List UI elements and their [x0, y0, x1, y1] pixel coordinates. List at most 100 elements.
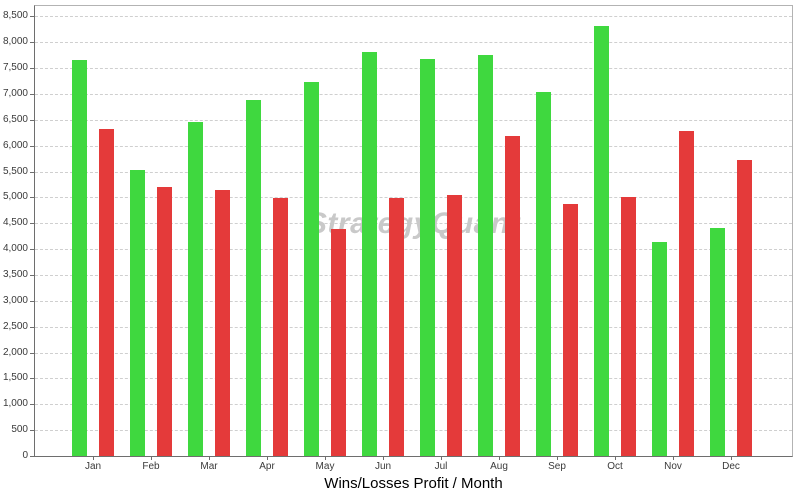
x-tick-mark-dec — [731, 457, 732, 460]
bar-wins-jan — [72, 59, 87, 456]
gridline-6000 — [35, 145, 792, 147]
y-tick-mark-7000 — [30, 93, 34, 95]
y-axis: 0 500 1,000 1,500 2,000 2,500 3,000 3,500 4,000 4… — [0, 6, 34, 461]
gridline-5500 — [35, 171, 792, 173]
bar-losses-mar — [215, 190, 230, 456]
gridline-4500 — [35, 223, 792, 225]
x-tick-label-jun: Jun — [374, 461, 392, 472]
y-tick-mark-6000 — [30, 145, 34, 147]
y-tick-label-8500: 8,500 — [2, 10, 28, 22]
bar-losses-oct — [621, 197, 636, 456]
y-tick-label-5500: 5,500 — [2, 165, 28, 177]
bar-wins-mar — [188, 122, 203, 456]
gridline-8000 — [35, 42, 792, 44]
y-tick-label-6000: 6,000 — [2, 139, 28, 151]
gridline-6500 — [35, 119, 792, 121]
bar-wins-aug — [478, 55, 493, 456]
x-tick-mark-jul — [441, 457, 442, 460]
x-tick-mark-apr — [267, 457, 268, 460]
bar-losses-jun — [389, 197, 404, 456]
y-tick-label-500: 500 — [11, 424, 28, 436]
gridline-500 — [35, 430, 792, 432]
x-tick-label-apr: Apr — [259, 461, 275, 472]
gridline-2000 — [35, 352, 792, 354]
x-axis: Jan Feb Mar Apr May Jun Jul Aug Sep Oct Nov Dec — [35, 457, 792, 477]
bar-wins-jul — [420, 59, 435, 456]
bar-wins-sep — [536, 91, 551, 456]
bar-wins-apr — [246, 100, 261, 456]
x-tick-mark-oct — [615, 457, 616, 460]
y-tick-label-2000: 2,000 — [2, 346, 28, 358]
bar-losses-sep — [563, 204, 578, 456]
gridline-1500 — [35, 378, 792, 380]
bar-losses-may — [331, 228, 346, 456]
x-tick-label-oct: Oct — [607, 461, 623, 472]
y-tick-mark-8000 — [30, 42, 34, 44]
x-tick-label-dec: Dec — [722, 461, 740, 472]
x-tick-label-sep: Sep — [548, 461, 566, 472]
x-axis-title: Wins/Losses Profit / Month — [324, 475, 503, 492]
x-tick-mark-jun — [383, 457, 384, 460]
gridline-3000 — [35, 300, 792, 302]
y-tick-label-2500: 2,500 — [2, 320, 28, 332]
x-tick-mark-nov — [673, 457, 674, 460]
y-tick-label-4500: 4,500 — [2, 217, 28, 229]
y-tick-mark-1500 — [30, 378, 34, 380]
y-tick-mark-7500 — [30, 68, 34, 70]
x-tick-label-aug: Aug — [490, 461, 508, 472]
x-tick-mark-aug — [499, 457, 500, 460]
bar-losses-aug — [505, 135, 520, 456]
y-tick-mark-0 — [30, 456, 34, 457]
y-tick-mark-8500 — [30, 16, 34, 18]
bar-wins-nov — [652, 242, 667, 456]
x-tick-label-jan: Jan — [84, 461, 102, 472]
gridline-1000 — [35, 404, 792, 406]
y-tick-mark-4000 — [30, 249, 34, 251]
x-tick-label-feb: Feb — [142, 461, 160, 472]
x-tick-mark-may — [325, 457, 326, 460]
bar-losses-feb — [157, 187, 172, 456]
y-tick-label-1500: 1,500 — [2, 372, 28, 384]
y-tick-mark-6500 — [30, 119, 34, 121]
y-tick-label-1000: 1,000 — [2, 398, 28, 410]
y-tick-mark-500 — [30, 430, 34, 432]
y-tick-label-6500: 6,500 — [2, 113, 28, 125]
bar-wins-dec — [710, 227, 725, 456]
y-tick-label-4000: 4,000 — [2, 243, 28, 255]
gridline-7500 — [35, 68, 792, 70]
y-tick-label-7000: 7,000 — [2, 87, 28, 99]
y-tick-mark-5500 — [30, 171, 34, 173]
x-tick-label-mar: Mar — [200, 461, 218, 472]
y-tick-mark-2500 — [30, 326, 34, 328]
y-tick-label-3500: 3,500 — [2, 269, 28, 280]
x-tick-label-jul: Jul — [434, 461, 448, 472]
bar-wins-oct — [594, 26, 609, 456]
x-tick-mark-mar — [209, 457, 210, 460]
x-tick-mark-jan — [93, 457, 94, 460]
y-tick-label-3000: 3,000 — [2, 294, 28, 306]
x-tick-mark-feb — [151, 457, 152, 460]
bar-wins-may — [304, 81, 319, 456]
gridline-5000 — [35, 197, 792, 199]
bar-losses-dec — [737, 160, 752, 456]
gridline-2500 — [35, 326, 792, 328]
bar-wins-feb — [130, 170, 145, 456]
y-tick-mark-3500 — [30, 275, 34, 276]
x-tick-label-nov: Nov — [664, 461, 682, 472]
bar-losses-jul — [447, 195, 462, 456]
bar-losses-apr — [273, 197, 288, 456]
bar-losses-jan — [99, 128, 114, 456]
gridline-8500 — [35, 16, 792, 18]
gridline-3500 — [35, 275, 792, 276]
y-tick-label-7500: 7,500 — [2, 62, 28, 74]
plot-area: StrategyQuant — [34, 5, 793, 457]
x-tick-mark-sep — [557, 457, 558, 460]
y-tick-label-5000: 5,000 — [2, 191, 28, 203]
y-tick-mark-2000 — [30, 352, 34, 354]
y-tick-label-8000: 8,000 — [2, 36, 28, 48]
bar-losses-nov — [679, 131, 694, 456]
y-tick-mark-4500 — [30, 223, 34, 225]
gridline-4000 — [35, 249, 792, 251]
x-tick-label-may: May — [315, 461, 335, 472]
